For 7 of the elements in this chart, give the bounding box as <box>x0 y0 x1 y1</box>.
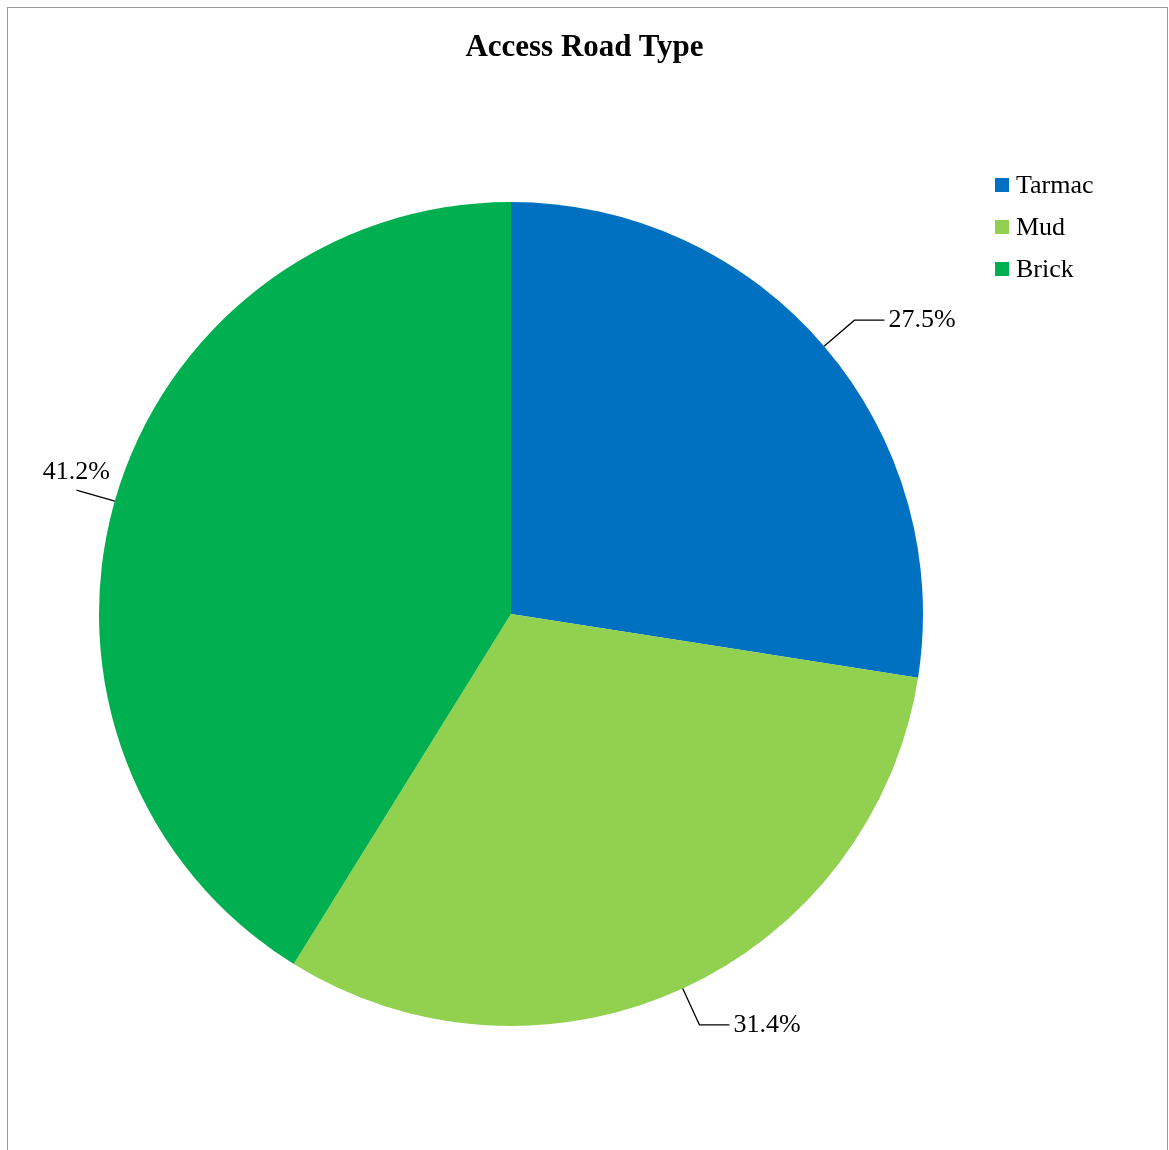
data-label: 41.2% <box>42 455 110 485</box>
data-label: 27.5% <box>888 303 956 333</box>
chart-title: Access Road Type <box>464 28 705 64</box>
data-label: 31.4% <box>733 1008 801 1038</box>
legend-label: Mud <box>1016 212 1066 242</box>
legend-label: Brick <box>1016 254 1074 284</box>
legend-label: Tarmac <box>1016 170 1094 200</box>
